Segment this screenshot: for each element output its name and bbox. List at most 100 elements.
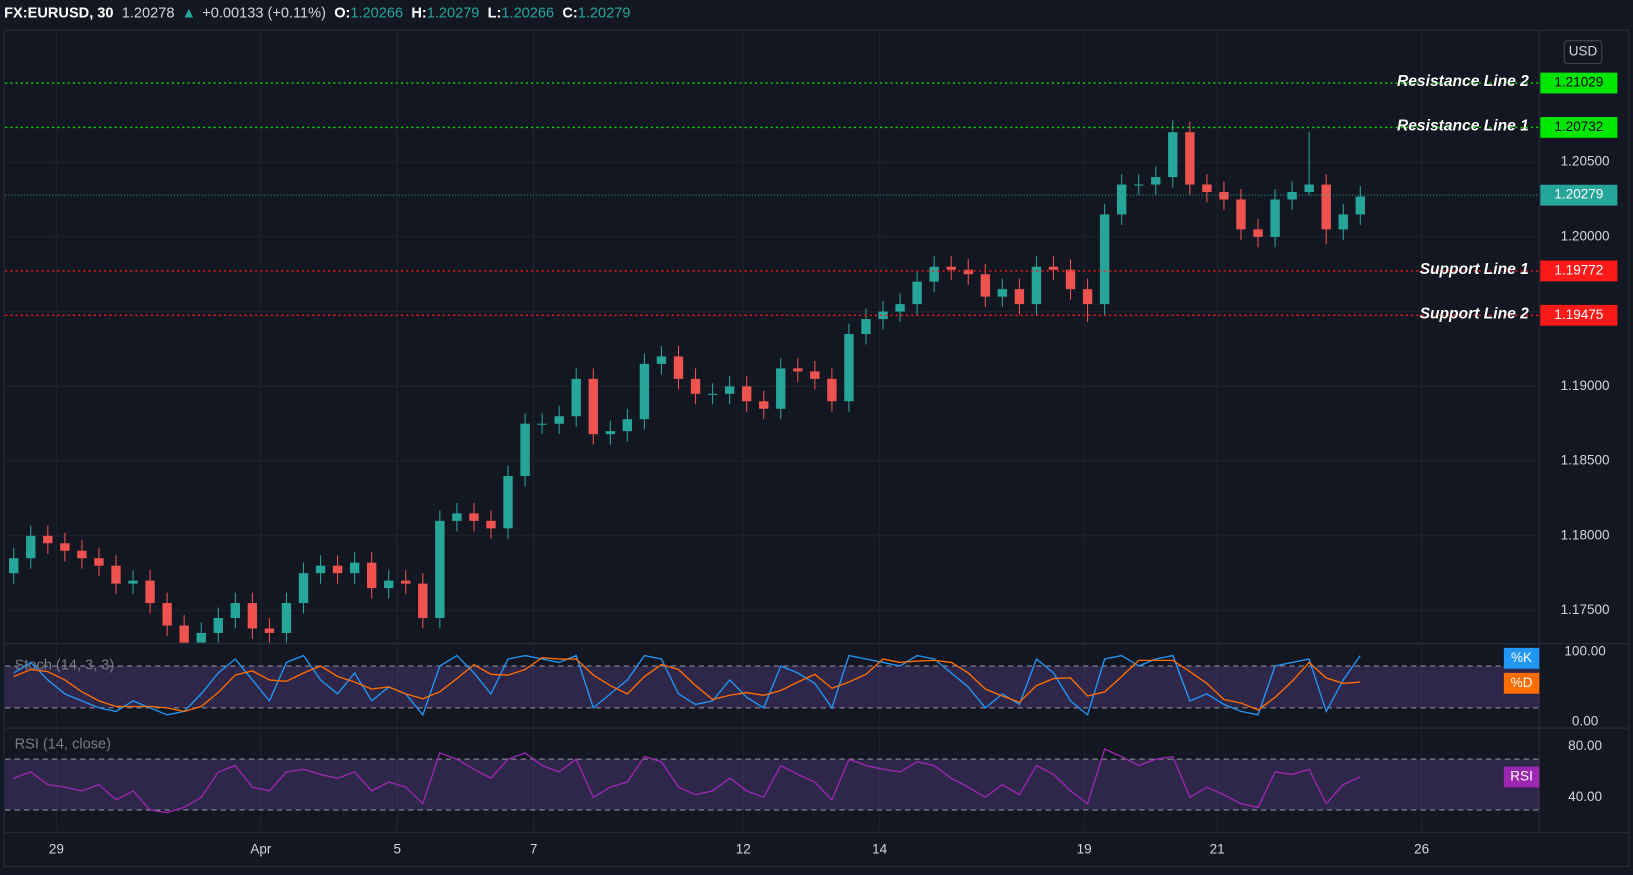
candles xyxy=(9,120,1365,643)
header: FX:EURUSD, 30 1.20278 ▲ +0.00133 (+0.11%… xyxy=(4,5,630,21)
x-tick-label: 29 xyxy=(49,841,64,856)
candle-body xyxy=(1031,266,1042,305)
candle-body xyxy=(946,266,956,270)
candle-body xyxy=(776,368,786,409)
candle-body xyxy=(1321,184,1331,230)
candle-body xyxy=(77,550,87,559)
candle-body xyxy=(94,558,104,566)
symbol: FX:EURUSD, 30 xyxy=(4,5,113,21)
candle-body xyxy=(1219,192,1229,200)
level-name: Resistance Line 1 xyxy=(1397,118,1529,135)
candle-body xyxy=(366,562,377,589)
y-tick-label: 0.00 xyxy=(1572,713,1598,728)
candle-body xyxy=(469,513,479,521)
currency-button[interactable] xyxy=(1563,40,1603,65)
legend-box xyxy=(1503,672,1540,694)
candle-body xyxy=(673,356,684,379)
candle-body xyxy=(1168,132,1178,178)
level-value: 1.19475 xyxy=(1554,307,1603,322)
y-tick-label: 80.00 xyxy=(1568,738,1602,753)
level-name: Support Line 1 xyxy=(1420,261,1529,278)
candle-body xyxy=(622,419,633,432)
candle-body xyxy=(963,269,973,275)
candle-body xyxy=(1082,289,1093,305)
candle-body xyxy=(213,618,223,633)
band-fill xyxy=(5,759,1540,811)
h: 1.20279 xyxy=(427,5,480,21)
candle-body xyxy=(1270,199,1280,237)
y-tick-label: 1.20000 xyxy=(1561,228,1610,243)
candle-body xyxy=(503,476,513,529)
candle-body xyxy=(605,431,615,435)
o: 1.20266 xyxy=(350,5,403,21)
l: 1.20266 xyxy=(501,5,554,21)
x-tick-label: 19 xyxy=(1077,841,1092,856)
level-value-box xyxy=(1540,304,1618,326)
indicator-title: RSI (14, close) xyxy=(15,737,111,753)
candle-body xyxy=(571,378,581,417)
candle-body xyxy=(1099,214,1110,305)
x-tick-label: 12 xyxy=(736,841,751,856)
legend-label: %D xyxy=(1511,675,1533,690)
candle-body xyxy=(1202,184,1212,193)
candle-body xyxy=(707,393,718,395)
candle-body xyxy=(1185,132,1195,185)
y-tick-label: 1.19000 xyxy=(1561,378,1610,393)
currency[interactable]: USD xyxy=(1569,44,1598,59)
candle-body xyxy=(1048,266,1059,270)
level-value: 1.21029 xyxy=(1554,75,1603,90)
candle-body xyxy=(384,580,394,589)
candle-body xyxy=(1253,229,1263,237)
candle-body xyxy=(128,580,138,584)
level-name: Resistance Line 2 xyxy=(1397,73,1529,90)
candle-body xyxy=(537,423,547,425)
candle-body xyxy=(401,580,411,584)
candle-body xyxy=(912,281,922,305)
candle-body xyxy=(844,334,854,402)
candle-body xyxy=(810,371,820,379)
x-tick-label: 26 xyxy=(1414,841,1429,856)
level-value: 1.19772 xyxy=(1554,263,1603,278)
indicator-title: Stoch (14, 3, 3) xyxy=(15,657,115,673)
candle-body xyxy=(827,378,837,402)
y-tick-label: 40.00 xyxy=(1568,789,1602,804)
last-price-box xyxy=(1540,184,1618,206)
candle-body xyxy=(1236,199,1246,230)
candle-body xyxy=(111,565,121,584)
candle-body xyxy=(43,535,53,544)
level-value-box xyxy=(1540,260,1618,282)
candle-body xyxy=(264,628,275,633)
candle-body xyxy=(230,603,241,619)
candle-body xyxy=(349,562,360,574)
l-label: L: xyxy=(488,5,502,21)
candle-body xyxy=(1304,184,1314,193)
level-name: Support Line 2 xyxy=(1420,305,1530,322)
candle-body xyxy=(26,535,36,559)
y-tick-label: 1.20500 xyxy=(1561,154,1610,169)
h-label: H: xyxy=(411,5,426,21)
indicator-line xyxy=(13,748,1361,814)
level-value: 1.20732 xyxy=(1554,119,1603,134)
candle-body xyxy=(418,583,428,619)
candle-body xyxy=(980,274,990,297)
candle-body xyxy=(60,543,70,551)
candle-body xyxy=(162,603,172,626)
candle-body xyxy=(554,416,564,424)
candle-body xyxy=(690,378,701,394)
candle-body xyxy=(145,580,155,604)
candle-body xyxy=(315,565,326,574)
change: +0.00133 (+0.11%) xyxy=(202,5,326,21)
candle-body xyxy=(9,558,19,574)
candle-body xyxy=(298,573,309,604)
c-label: C: xyxy=(562,5,577,21)
level-value-box xyxy=(1540,117,1618,138)
indicator-line xyxy=(13,654,1361,717)
x-tick-label: 14 xyxy=(872,841,888,856)
candle-body xyxy=(520,423,530,477)
candle-body xyxy=(588,378,598,435)
legend-label: %K xyxy=(1511,650,1532,665)
indicator-line xyxy=(13,656,1361,713)
candle-body xyxy=(741,386,752,402)
